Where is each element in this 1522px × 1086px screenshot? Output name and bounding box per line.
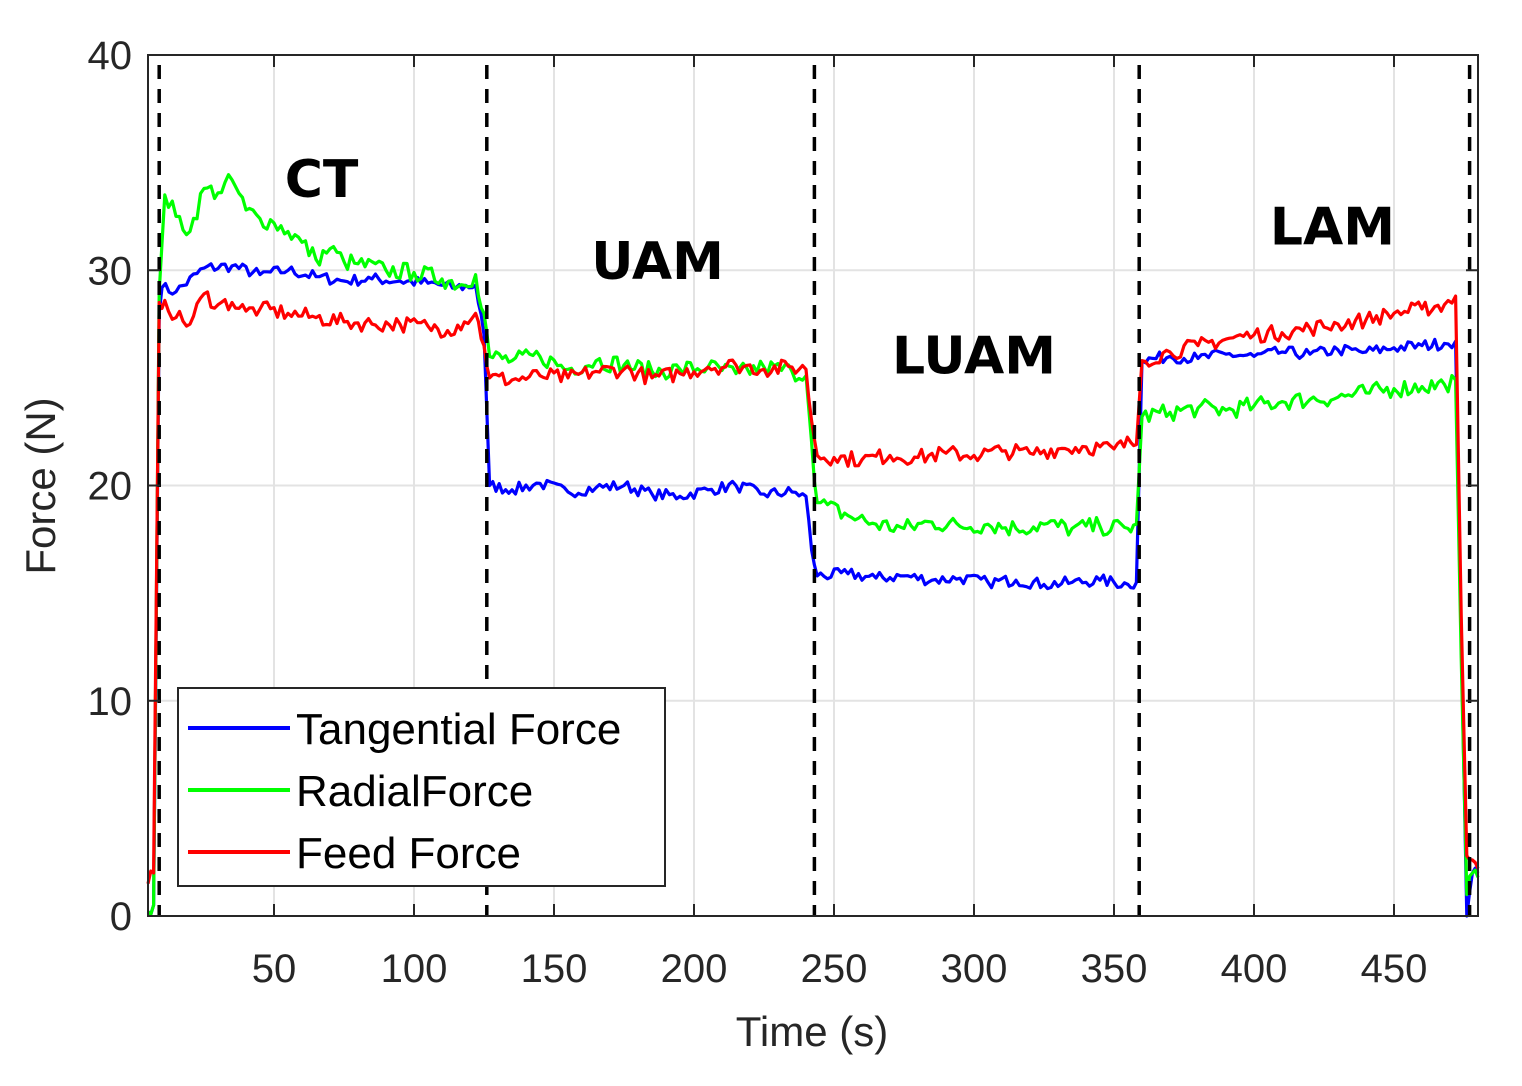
x-tick-label: 350 — [1081, 947, 1148, 991]
series-line-feed-force — [146, 290, 1480, 885]
phase-label-ct: CT — [285, 150, 359, 210]
legend-entry-label: Feed Force — [296, 829, 521, 878]
x-tick-label: 150 — [521, 947, 588, 991]
y-tick-label: 0 — [110, 895, 132, 939]
y-tick-label: 40 — [88, 34, 133, 78]
x-tick-label: 300 — [941, 947, 1008, 991]
x-tick-label: 450 — [1361, 947, 1428, 991]
y-tick-label: 10 — [88, 680, 133, 724]
y-tick-labels: 0 10 20 30 40 — [88, 34, 133, 939]
x-tick-labels: 50 100 150 200 250 300 350 400 450 — [252, 947, 1428, 991]
phase-label-lam: LAM — [1270, 197, 1395, 257]
legend-entry-label: Tangential Force — [296, 705, 621, 754]
x-tick-label: 50 — [252, 947, 297, 991]
legend-entry-label: RadialForce — [296, 767, 533, 816]
y-axis-title: Force (N) — [17, 397, 64, 574]
x-tick-label: 400 — [1221, 947, 1288, 991]
phase-label-luam: LUAM — [892, 327, 1056, 387]
y-tick-label: 20 — [88, 465, 133, 509]
legend: Tangential Force RadialForce Feed Force — [177, 687, 666, 887]
x-tick-label: 250 — [801, 947, 868, 991]
series-line-tangential-force — [146, 262, 1480, 918]
phase-label-uam: UAM — [591, 232, 724, 292]
axes — [147, 54, 1479, 917]
x-tick-label: 200 — [661, 947, 728, 991]
x-axis-title: Time (s) — [736, 1008, 888, 1055]
phase-labels: CT UAM LUAM LAM — [285, 150, 1395, 387]
y-tick-label: 30 — [88, 249, 133, 293]
x-tick-label: 100 — [381, 947, 448, 991]
